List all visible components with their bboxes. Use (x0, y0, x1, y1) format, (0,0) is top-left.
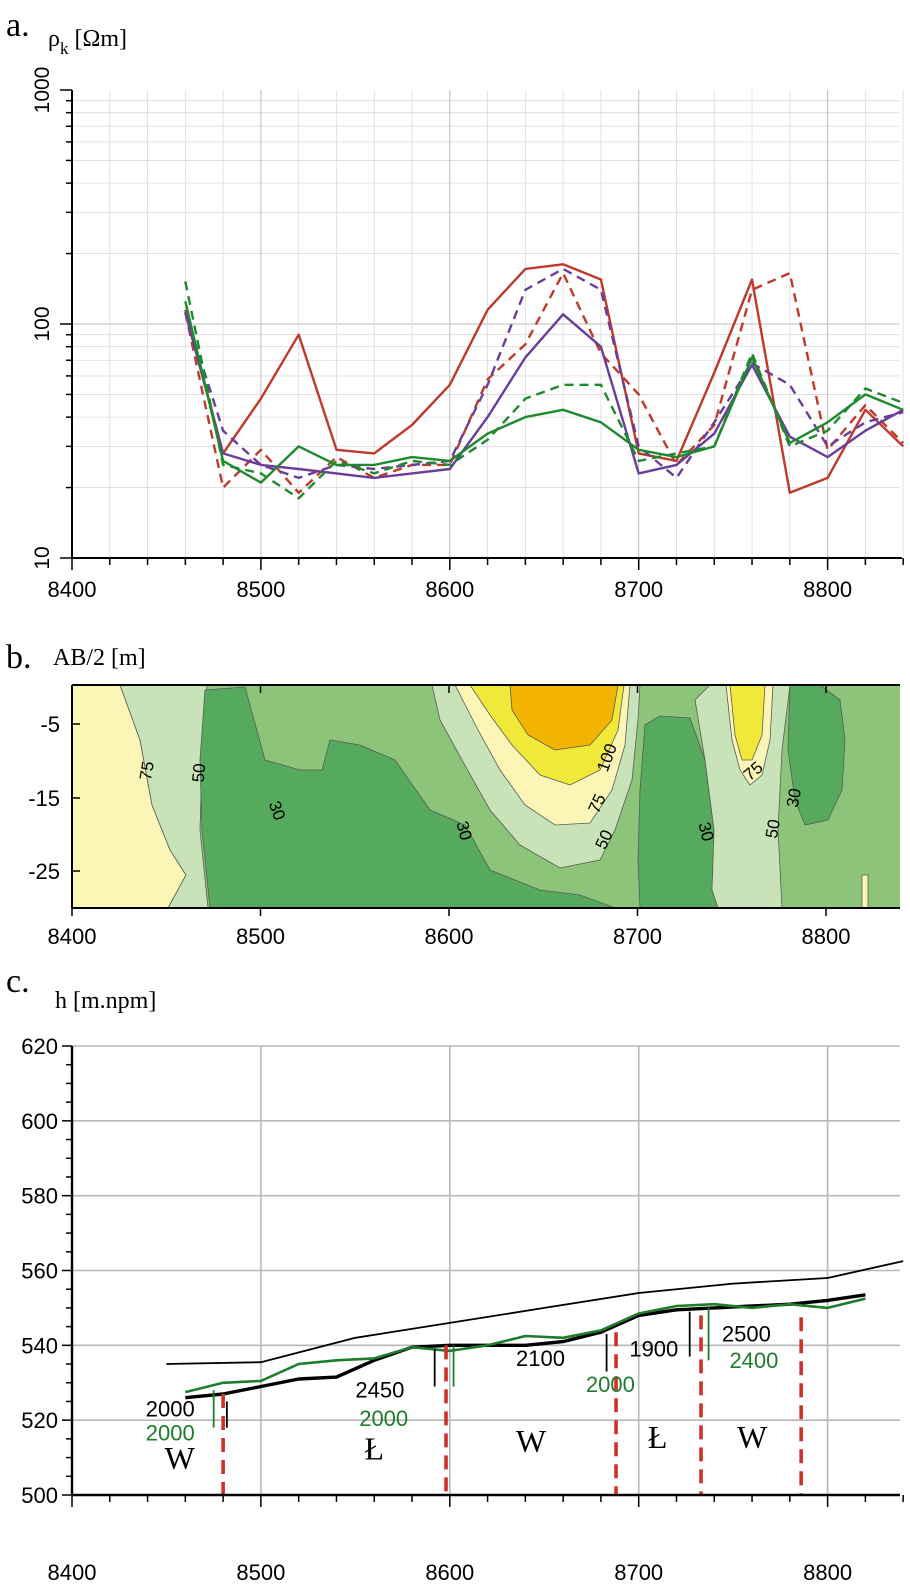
contour-region (509, 685, 619, 751)
panel-b-letter: b. (6, 639, 32, 676)
resistivity-series-line (184, 267, 904, 480)
contour-label: 50 (762, 818, 784, 840)
y-tick-label: 100 (31, 306, 54, 341)
y-tick-label: 500 (21, 1483, 58, 1508)
depth-value-label: 2450 (355, 1378, 404, 1403)
panel-c-ylabel: h [m.npm] (55, 988, 156, 1014)
x-tick-label: 8400 (48, 1560, 97, 1584)
x-tick-label: 8500 (236, 577, 285, 602)
x-tick-label: 8400 (48, 924, 97, 949)
elevation-line (185, 1293, 866, 1400)
x-tick-label: 8700 (614, 577, 663, 602)
depth-value-label: 2400 (729, 1348, 778, 1373)
panel-a: a. ρk [Ωm] 8400 8500 8600 8700 8800 10 100 1000 (6, 7, 905, 602)
contour-label: 75 (136, 760, 158, 782)
panel-a-letter: a. (6, 7, 30, 44)
depth-value-label: 2100 (516, 1346, 565, 1371)
y-tick-label: -15 (28, 786, 60, 811)
x-tick-label: 8800 (802, 924, 851, 949)
panel-a-ylabel-rho: ρ (48, 26, 60, 52)
y-tick-label: 1000 (31, 67, 54, 114)
contour-region (787, 685, 846, 826)
y-tick-label: -25 (28, 859, 60, 884)
x-tick-label: 8800 (803, 577, 852, 602)
y-tick-label: 10 (31, 546, 54, 569)
panel-c: c. h [m.npm] 200020002450200021002000190… (6, 963, 904, 1584)
zone-label: W (516, 1423, 547, 1459)
contour-label: 30 (452, 819, 475, 842)
y-tick-label: 540 (21, 1333, 58, 1358)
y-tick-label: 620 (21, 1034, 58, 1059)
elevation-line (166, 1260, 904, 1365)
x-tick-label: 8600 (425, 924, 474, 949)
contour-region (729, 685, 766, 761)
x-tick-label: 8700 (613, 924, 662, 949)
x-tick-label: 8500 (236, 924, 285, 949)
x-tick-label: 8700 (614, 1560, 663, 1584)
contour-label: 50 (189, 763, 210, 784)
x-tick-label: 8400 (48, 577, 97, 602)
y-tick-label: 560 (21, 1259, 58, 1284)
contour-label: 30 (694, 820, 717, 843)
y-tick-label: 580 (21, 1184, 58, 1209)
contour-fill-group (72, 685, 900, 908)
zone-label: Ł (364, 1430, 384, 1466)
depth-value-label: 2000 (146, 1421, 195, 1446)
zone-label: W (737, 1419, 768, 1455)
x-tick-label: 8600 (425, 577, 474, 602)
y-tick-label: 520 (21, 1408, 58, 1433)
resistivity-series-line (184, 312, 904, 480)
zone-label: Ł (648, 1419, 668, 1455)
depth-value-label: 2000 (359, 1406, 408, 1431)
contour-label: 30 (783, 787, 805, 809)
panel-a-ylabel-sub: k (60, 39, 69, 58)
panel-b-ylabel: AB/2 [m] (53, 645, 146, 671)
resistivity-series-line (184, 281, 904, 500)
depth-value-label: 2500 (722, 1322, 771, 1347)
depth-value-label: 2000 (146, 1396, 195, 1421)
contour-region (861, 874, 869, 908)
y-tick-label: -5 (40, 712, 60, 737)
panel-a-ylabel: ρk [Ωm] (48, 26, 127, 58)
x-tick-label: 8500 (236, 1560, 285, 1584)
panel-a-ylabel-unit: [Ωm] (68, 26, 127, 52)
resistivity-series-line (184, 271, 905, 494)
y-tick-label: 600 (21, 1109, 58, 1134)
elevation-line (184, 1297, 866, 1394)
x-tick-label: 8600 (425, 1560, 474, 1584)
depth-value-label: 2000 (586, 1372, 635, 1397)
depth-value-label: 1900 (629, 1337, 678, 1362)
zone-label: W (165, 1440, 196, 1476)
x-tick-label: 8800 (803, 1560, 852, 1584)
panel-c-letter: c. (6, 963, 30, 1000)
resistivity-series-line (184, 263, 905, 494)
contour-region (199, 686, 616, 908)
